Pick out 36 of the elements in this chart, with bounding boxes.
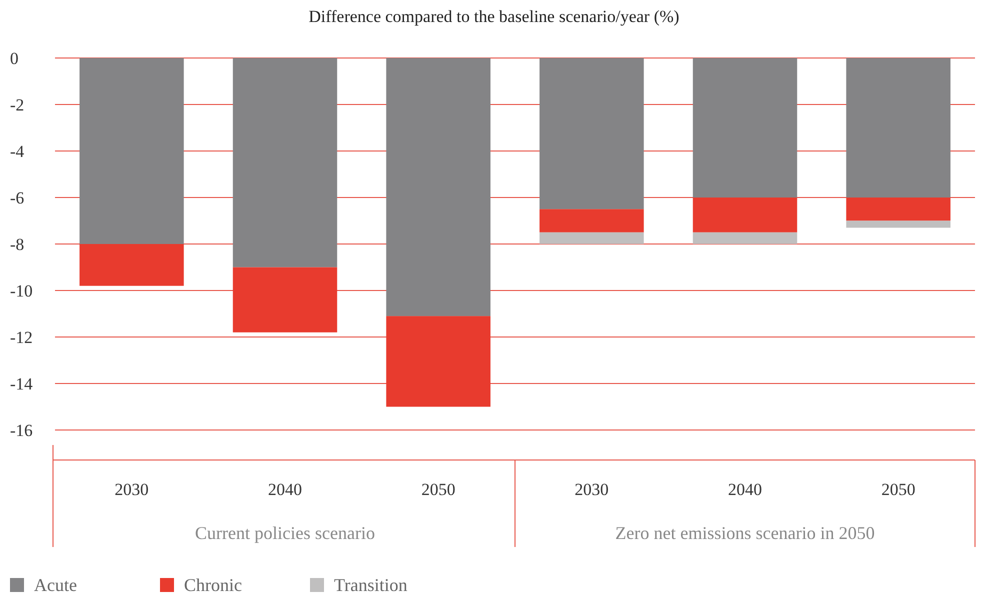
bar [540, 209, 644, 232]
y-tick-label: -10 [10, 281, 33, 300]
bar [232, 267, 338, 332]
bar [80, 58, 184, 244]
x-tick-label: 2050 [881, 480, 916, 499]
bar [540, 58, 644, 210]
y-tick-label: -4 [10, 142, 25, 161]
y-tick-label: -16 [10, 420, 33, 440]
bar [692, 58, 798, 198]
y-tick-label: -12 [10, 328, 33, 347]
bar [692, 232, 798, 244]
y-tick-label: -14 [10, 374, 34, 394]
y-tick-label: -8 [10, 234, 24, 254]
text: Current policies scenario [195, 523, 375, 543]
y-tick-label: -2 [10, 95, 24, 114]
bar [846, 198, 950, 221]
x-tick-label: 2030 [114, 480, 149, 499]
legend-label: Acute [34, 575, 77, 595]
bar [386, 58, 490, 316]
bar [846, 58, 950, 198]
y-tick-label: -6 [10, 188, 24, 208]
chart-title: Difference compared to the baseline scenario/year (%) [308, 7, 680, 26]
bar [846, 220, 950, 228]
bar [692, 198, 798, 232]
legend-label: Chronic [184, 575, 242, 595]
bar [540, 232, 644, 244]
bar [80, 244, 184, 286]
bar [386, 316, 490, 407]
x-tick-label: 2040 [268, 480, 302, 499]
legend-label: Transition [334, 575, 408, 595]
x-tick-label: 2030 [574, 480, 609, 499]
text: Zero net emissions scenario in 2050 [615, 523, 875, 543]
x-tick-label: 2050 [421, 480, 456, 499]
bar [232, 58, 338, 268]
x-tick-label: 2040 [728, 480, 762, 499]
y-tick-label: 0 [10, 48, 18, 68]
